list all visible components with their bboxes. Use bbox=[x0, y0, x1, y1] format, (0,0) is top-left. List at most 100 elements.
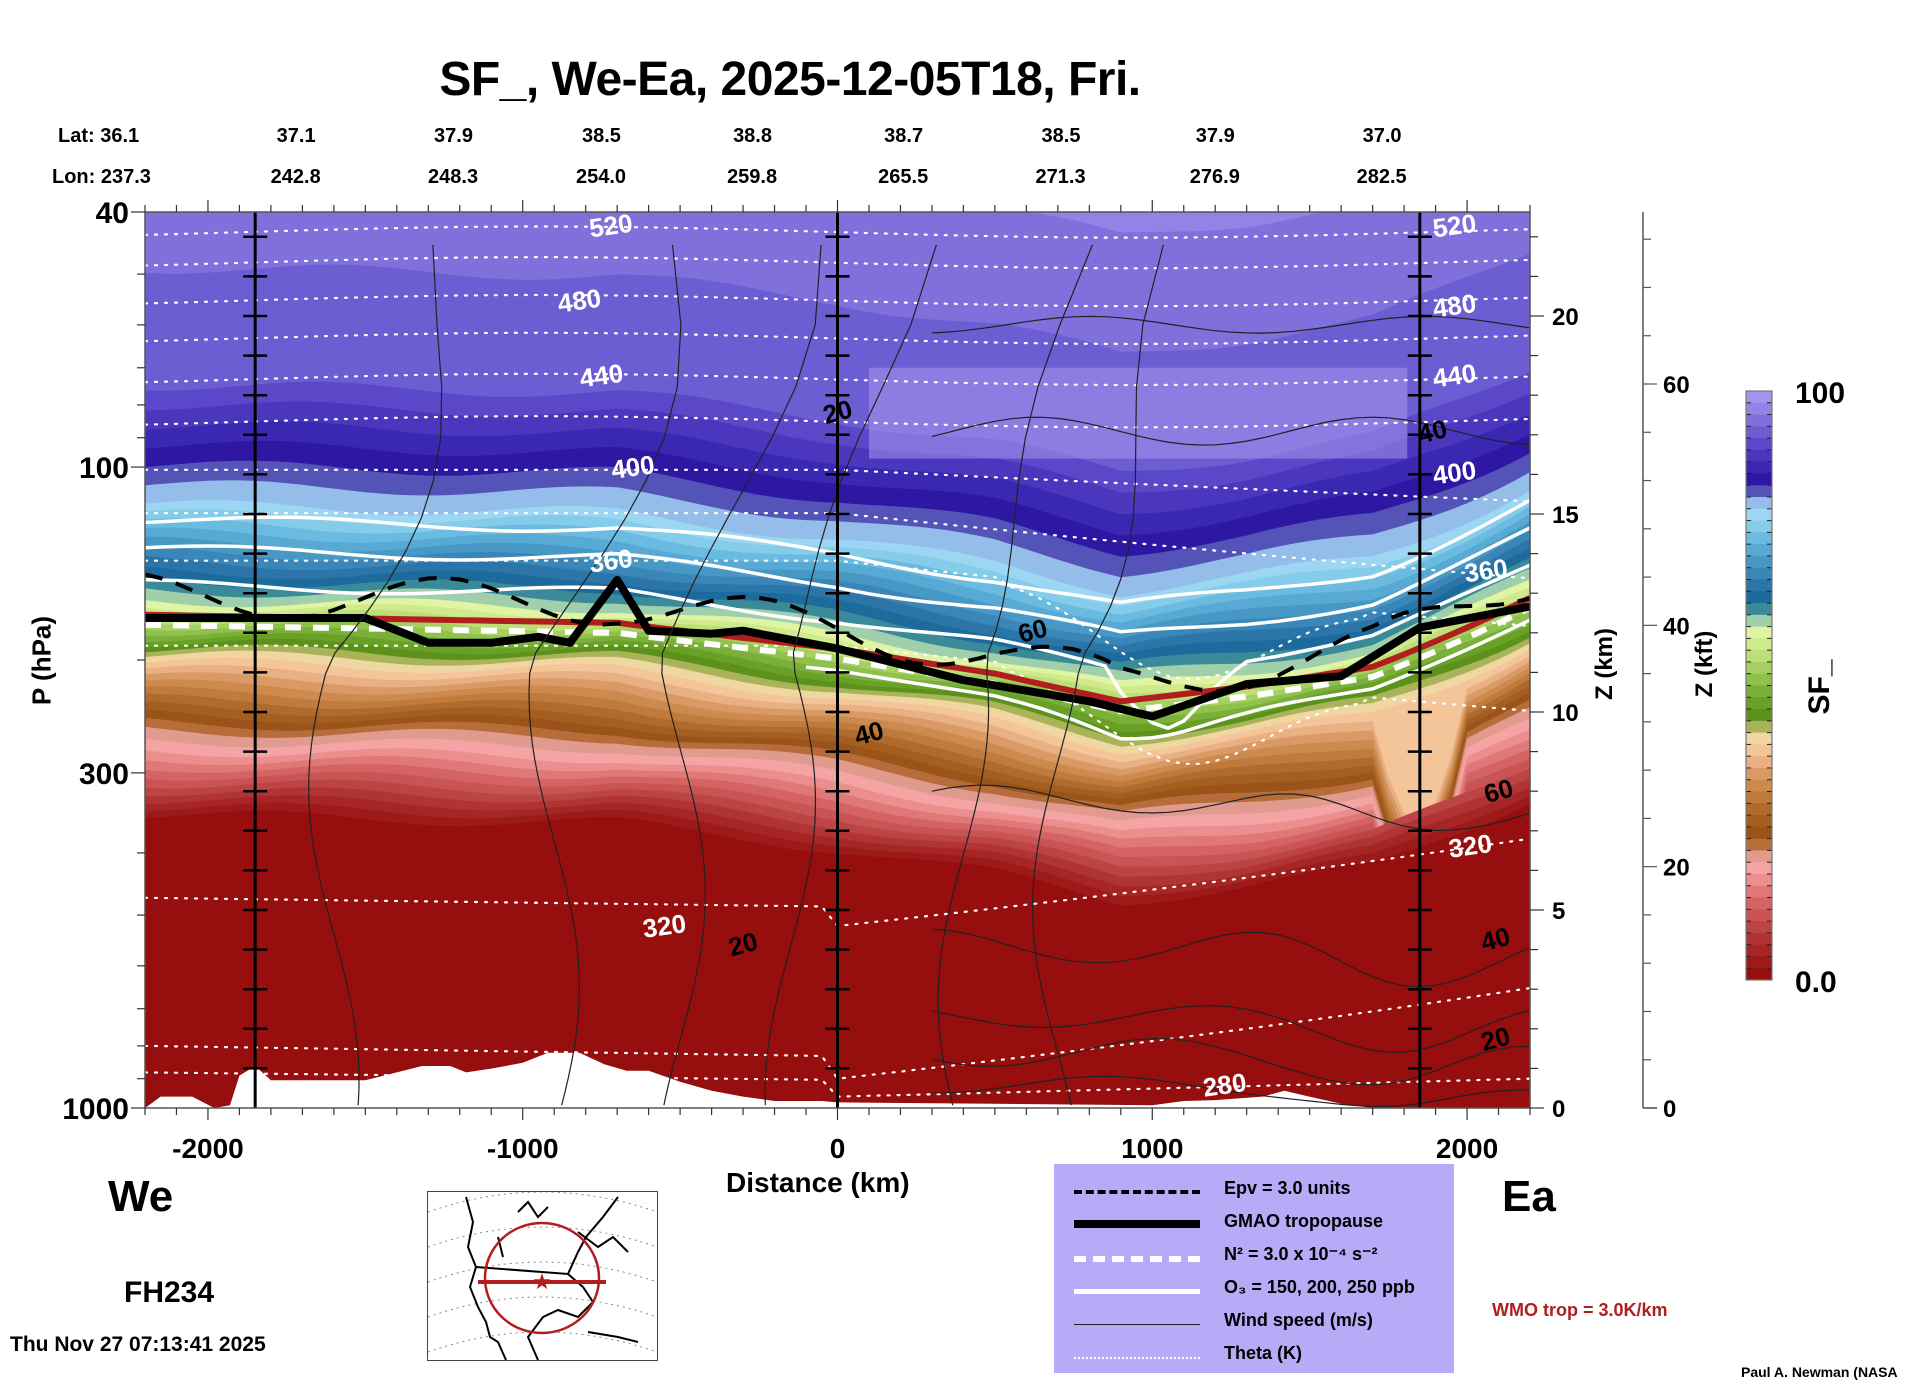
lon-value: 254.0 bbox=[575, 166, 627, 188]
lat-value: 37.9 bbox=[1195, 125, 1235, 147]
colorbar-swatch bbox=[1746, 638, 1772, 651]
lat-value: 38.5 bbox=[1041, 125, 1081, 147]
x-tick-label: -1000 bbox=[487, 1133, 559, 1164]
legend-item-tropopause: GMAO tropopause bbox=[1054, 1209, 1454, 1239]
colorbar-swatch bbox=[1746, 544, 1772, 557]
lat-value: 37.1 bbox=[276, 125, 316, 147]
colorbar-swatch bbox=[1746, 944, 1772, 957]
colorbar-swatch bbox=[1746, 921, 1772, 934]
colorbar-swatch bbox=[1746, 508, 1772, 522]
legend-swatch-dotted-white bbox=[1074, 1357, 1200, 1359]
colorbar-swatch bbox=[1746, 650, 1772, 663]
colorbar-swatch bbox=[1746, 744, 1772, 757]
lat-value: 37.0 bbox=[1362, 125, 1402, 147]
lon-value: 276.9 bbox=[1189, 166, 1240, 188]
wind-contour bbox=[661, 244, 822, 1106]
theta-label: 520 bbox=[587, 208, 634, 244]
colorbar-swatch bbox=[1746, 697, 1772, 710]
colorbar-swatch bbox=[1746, 897, 1772, 910]
colorbar-max-label: 100 bbox=[1795, 377, 1845, 410]
colorbar-swatch bbox=[1746, 497, 1772, 510]
zkft-tick-label: 40 bbox=[1663, 613, 1690, 640]
theta-label: 400 bbox=[1431, 455, 1478, 491]
zkm-tick-label: 0 bbox=[1552, 1096, 1565, 1123]
lat-value: 37.9 bbox=[434, 125, 473, 147]
colorbar-swatch bbox=[1746, 473, 1772, 486]
colorbar-swatch bbox=[1746, 555, 1772, 569]
wind-contour bbox=[937, 244, 1094, 1106]
wind-contour bbox=[308, 244, 443, 1106]
colorbar-swatch bbox=[1746, 614, 1772, 628]
timestamp: Thu Nov 27 07:13:41 2025 bbox=[10, 1333, 266, 1356]
x-axis-title: Distance (km) bbox=[726, 1167, 910, 1198]
colorbar-swatch bbox=[1746, 862, 1772, 875]
colorbar-swatch bbox=[1746, 767, 1772, 781]
legend-item-epv: Epv = 3.0 units bbox=[1054, 1176, 1454, 1206]
colorbar-swatch bbox=[1746, 873, 1772, 887]
theta-line bbox=[145, 987, 1530, 1080]
legend-item-ozone: O₃ = 150, 200, 250 ppb bbox=[1054, 1275, 1454, 1305]
forecast-hour: FH234 bbox=[124, 1276, 215, 1309]
lat-value: 38.5 bbox=[581, 125, 621, 147]
colorbar-swatch bbox=[1746, 520, 1772, 533]
z-km-axis-title: Z (km) bbox=[1591, 628, 1618, 700]
colorbar-swatch bbox=[1746, 756, 1772, 769]
x-tick-label: 2000 bbox=[1436, 1133, 1498, 1164]
terrain bbox=[145, 1052, 1530, 1108]
zkm-tick-label: 15 bbox=[1552, 502, 1579, 529]
colorbar-swatch bbox=[1746, 661, 1772, 675]
colorbar-frame bbox=[1745, 390, 1773, 981]
legend-label: GMAO tropopause bbox=[1224, 1211, 1384, 1231]
zkm-tick-label: 10 bbox=[1552, 700, 1579, 727]
colorbar-swatch bbox=[1746, 626, 1772, 639]
colorbar-swatch bbox=[1746, 438, 1772, 451]
theta-label: 400 bbox=[609, 449, 656, 485]
colorbar-swatch bbox=[1746, 591, 1772, 604]
lat-value: Lat: 36.1 bbox=[58, 125, 140, 147]
author-credit: Paul A. Newman (NASA bbox=[1741, 1364, 1898, 1380]
theta-label: 480 bbox=[1431, 288, 1478, 324]
legend-swatch-dashed-black bbox=[1074, 1190, 1200, 1194]
domain-circle bbox=[483, 1221, 601, 1335]
wind-contour bbox=[931, 928, 1530, 988]
wind-contour bbox=[931, 416, 1530, 446]
legend-swatch-solid-white bbox=[1074, 1289, 1200, 1294]
zkft-tick-label: 20 bbox=[1663, 855, 1690, 882]
coastline bbox=[465, 1196, 639, 1361]
colorbar-swatch bbox=[1746, 826, 1772, 840]
wind-contour bbox=[764, 244, 937, 1106]
colorbar-swatch bbox=[1746, 815, 1772, 828]
colorbar-swatch bbox=[1746, 791, 1772, 804]
chart-title: SF_, We-Ea, 2025-12-05T18, Fri. bbox=[439, 53, 1141, 106]
legend-label: N² = 3.0 x 10⁻⁴ s⁻² bbox=[1224, 1244, 1378, 1264]
lat-value: 38.7 bbox=[884, 125, 924, 147]
colorbar-swatch bbox=[1746, 603, 1772, 616]
legend-item-wind: Wind speed (m/s) bbox=[1054, 1308, 1454, 1338]
colorbar-swatch bbox=[1746, 909, 1772, 922]
x-tick-label: 1000 bbox=[1121, 1133, 1183, 1164]
theta-label: 320 bbox=[641, 908, 688, 944]
lon-value: 265.5 bbox=[878, 166, 929, 188]
legend-swatch-dashed-white bbox=[1074, 1256, 1200, 1262]
p-tick-label: 1000 bbox=[62, 1093, 129, 1126]
theta-label: 360 bbox=[587, 543, 634, 579]
colorbar-swatch bbox=[1746, 426, 1772, 439]
colorbar-swatch bbox=[1746, 532, 1772, 545]
p-tick-label: 40 bbox=[96, 197, 129, 230]
p-tick-label: 100 bbox=[79, 452, 129, 485]
zkft-tick-label: 0 bbox=[1663, 1096, 1676, 1123]
colorbar-swatch bbox=[1746, 838, 1772, 851]
y-axis-title: P (hPa) bbox=[26, 615, 57, 706]
zkm-tick-label: 5 bbox=[1552, 898, 1565, 925]
ozone-line bbox=[805, 618, 1530, 741]
wmo-trop-note: WMO trop = 3.0K/km bbox=[1492, 1300, 1668, 1320]
north-america-map: ★ bbox=[427, 1191, 658, 1361]
colorbar-title: SF_ bbox=[1803, 659, 1836, 715]
x-tick-label: 0 bbox=[830, 1133, 846, 1164]
theta-label: 480 bbox=[556, 283, 603, 319]
lon-value: 259.8 bbox=[727, 166, 778, 188]
west-label: We bbox=[108, 1172, 174, 1221]
colorbar-swatch bbox=[1746, 673, 1772, 686]
theta-label: 440 bbox=[1431, 358, 1478, 394]
